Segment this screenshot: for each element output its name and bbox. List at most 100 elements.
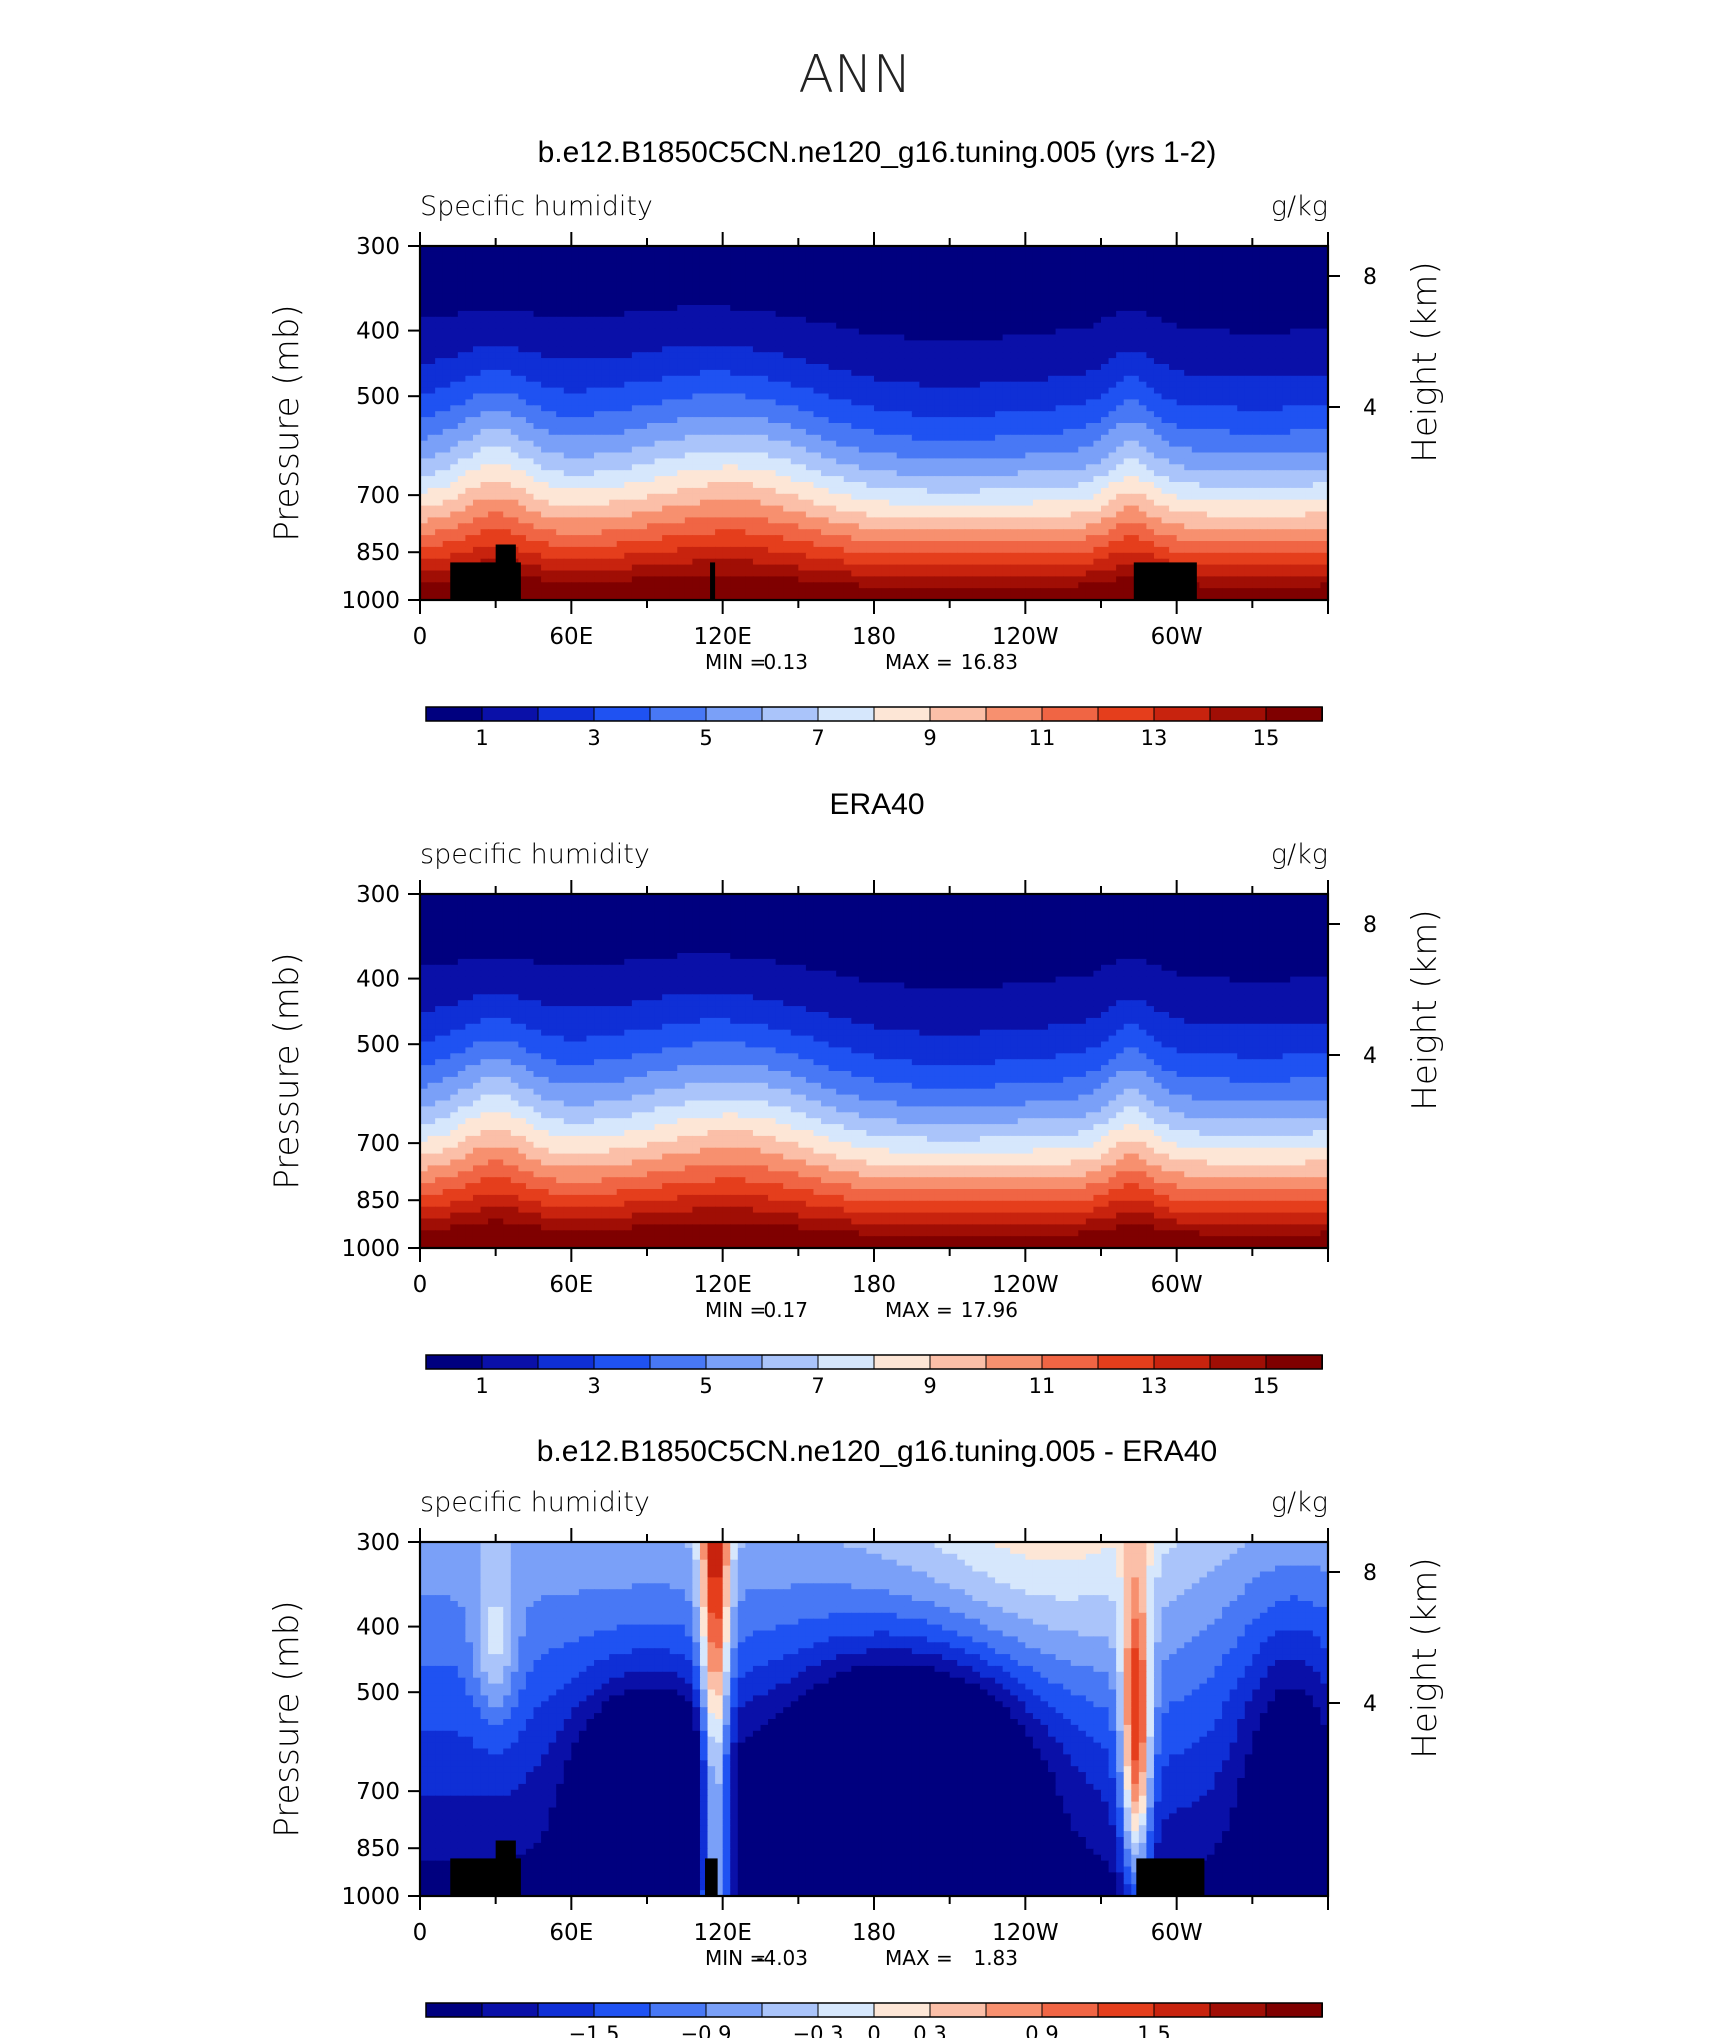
contour-cell bbox=[798, 470, 807, 477]
contour-cell bbox=[677, 310, 686, 318]
contour-cell bbox=[1093, 269, 1102, 277]
contour-cell bbox=[1169, 346, 1178, 353]
contour-cell bbox=[1229, 287, 1238, 294]
contour-cell bbox=[1259, 246, 1269, 253]
contour-cell bbox=[420, 269, 429, 277]
contour-cell bbox=[957, 275, 966, 282]
contour-cell bbox=[798, 464, 807, 471]
contour-cell bbox=[707, 375, 716, 383]
contour-cell bbox=[518, 381, 527, 389]
contour-cell bbox=[639, 369, 648, 377]
contour-cell bbox=[737, 452, 746, 459]
contour-cell bbox=[707, 405, 716, 412]
contour-cell bbox=[684, 293, 693, 300]
contour-cell bbox=[594, 287, 603, 294]
contour-cell bbox=[495, 305, 504, 312]
contour-cell bbox=[1048, 452, 1057, 459]
contour-cell bbox=[866, 310, 875, 318]
contour-cell bbox=[1116, 393, 1125, 400]
contour-cell bbox=[677, 387, 686, 395]
contour-cell bbox=[420, 251, 429, 259]
contour-cell bbox=[1176, 305, 1185, 312]
contour-cell bbox=[1282, 281, 1291, 288]
contour-cell bbox=[1259, 482, 1269, 489]
contour-cell bbox=[836, 387, 845, 395]
contour-cell bbox=[949, 434, 958, 442]
contour-cell bbox=[926, 316, 936, 324]
contour-cell bbox=[783, 328, 792, 336]
contour-cell bbox=[510, 246, 519, 253]
contour-cell bbox=[1131, 369, 1140, 377]
contour-cell bbox=[563, 434, 572, 442]
contour-cell bbox=[904, 434, 913, 442]
contour-cell bbox=[465, 328, 474, 336]
contour-cell bbox=[1229, 452, 1238, 459]
contour-cell bbox=[1199, 275, 1208, 282]
contour-cell bbox=[972, 328, 981, 336]
contour-cell bbox=[457, 434, 466, 442]
contour-cell bbox=[942, 405, 951, 412]
contour-cell bbox=[677, 464, 686, 471]
contour-cell bbox=[1108, 423, 1117, 430]
contour-cell bbox=[427, 316, 436, 324]
contour-cell bbox=[881, 476, 890, 483]
contour-cell bbox=[904, 399, 913, 406]
contour-cell bbox=[760, 375, 769, 383]
contour-cell bbox=[1055, 482, 1064, 489]
contour-cell bbox=[987, 482, 996, 489]
contour-cell bbox=[1252, 405, 1261, 412]
contour-cell bbox=[616, 257, 625, 265]
contour-cell bbox=[979, 405, 989, 412]
contour-cell bbox=[427, 299, 436, 306]
contour-cell bbox=[1048, 340, 1057, 347]
contour-cell bbox=[1237, 434, 1246, 442]
contour-cell bbox=[843, 281, 852, 288]
contour-cell bbox=[1320, 476, 1329, 483]
contour-cell bbox=[563, 369, 572, 377]
contour-cell bbox=[692, 411, 701, 418]
contour-cell bbox=[1237, 346, 1246, 353]
contour-cell bbox=[1146, 364, 1155, 371]
contour-cell bbox=[889, 452, 898, 459]
contour-cell bbox=[541, 423, 550, 430]
contour-cell bbox=[828, 310, 837, 318]
contour-cell bbox=[768, 381, 777, 389]
contour-cell bbox=[745, 464, 754, 471]
contour-cell bbox=[775, 417, 784, 424]
contour-cell bbox=[790, 434, 799, 442]
contour-cell bbox=[472, 428, 482, 436]
contour-cell bbox=[594, 316, 603, 324]
contour-cell bbox=[699, 487, 709, 495]
contour-cell bbox=[594, 246, 603, 253]
contour-cell bbox=[1017, 464, 1026, 471]
contour-cell bbox=[510, 310, 519, 318]
contour-cell bbox=[699, 364, 709, 371]
contour-cell bbox=[1085, 452, 1095, 459]
contour-cell bbox=[616, 316, 625, 324]
contour-cell bbox=[942, 487, 951, 495]
contour-cell bbox=[616, 428, 625, 436]
contour-cell bbox=[1040, 263, 1049, 271]
contour-cell bbox=[548, 257, 557, 265]
contour-cell bbox=[1116, 387, 1125, 395]
contour-cell bbox=[518, 352, 527, 359]
contour-cell bbox=[510, 411, 519, 418]
contour-cell bbox=[1017, 411, 1026, 418]
contour-cell bbox=[964, 458, 973, 465]
contour-cell bbox=[525, 458, 535, 465]
contour-cell bbox=[488, 352, 497, 359]
contour-cell bbox=[1146, 299, 1155, 306]
contour-cell bbox=[1101, 411, 1110, 418]
contour-cell bbox=[480, 358, 489, 365]
contour-cell bbox=[669, 482, 678, 489]
contour-cell bbox=[843, 246, 852, 253]
contour-cell bbox=[1078, 269, 1087, 277]
contour-cell bbox=[1131, 476, 1140, 483]
contour-cell bbox=[737, 251, 746, 259]
contour-cell bbox=[480, 340, 489, 347]
contour-cell bbox=[715, 482, 724, 489]
contour-cell bbox=[821, 423, 830, 430]
contour-cell bbox=[525, 257, 535, 265]
contour-cell bbox=[586, 440, 595, 448]
contour-cell bbox=[1032, 428, 1042, 436]
